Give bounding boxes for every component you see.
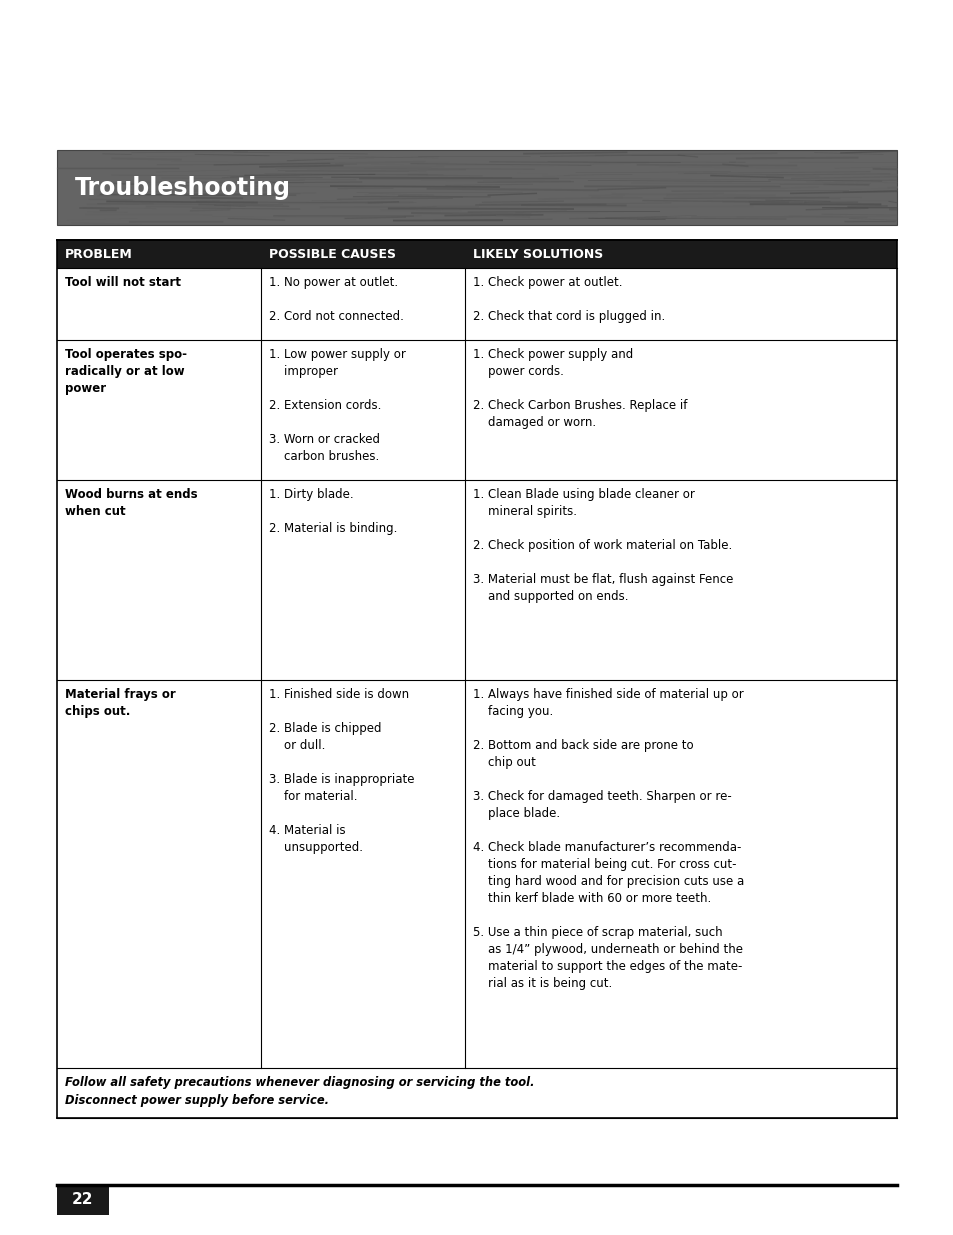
Bar [57,340,896,480]
Text: 1. Finished side is down

2. Blade is chipped
    or dull.

3. Blade is inapprop: 1. Finished side is down 2. Blade is chi… [269,688,415,853]
Text: Tool will not start: Tool will not start [65,275,181,289]
Text: PROBLEM: PROBLEM [65,247,132,261]
Text: 1. Clean Blade using blade cleaner or
    mineral spirits.

2. Check position of: 1. Clean Blade using blade cleaner or mi… [473,488,733,603]
Text: LIKELY SOLUTIONS: LIKELY SOLUTIONS [473,247,603,261]
Text: Troubleshooting: Troubleshooting [75,175,291,200]
Text: 1. Dirty blade.

2. Material is binding.: 1. Dirty blade. 2. Material is binding. [269,488,397,535]
Text: 1. Check power at outlet.

2. Check that cord is plugged in.: 1. Check power at outlet. 2. Check that … [473,275,665,324]
Text: 1. Low power supply or
    improper

2. Extension cords.

3. Worn or cracked
   : 1. Low power supply or improper 2. Exten… [269,348,406,463]
Text: Tool operates spo-
radically or at low
power: Tool operates spo- radically or at low p… [65,348,187,395]
Bar [57,480,896,680]
Text: POSSIBLE CAUSES: POSSIBLE CAUSES [269,247,395,261]
Text: 1. No power at outlet.

2. Cord not connected.: 1. No power at outlet. 2. Cord not conne… [269,275,403,324]
Text: Wood burns at ends
when cut: Wood burns at ends when cut [65,488,197,517]
Text: Material frays or
chips out.: Material frays or chips out. [65,688,175,718]
Bar [57,149,896,225]
Bar [57,268,896,340]
Text: 1. Always have finished side of material up or
    facing you.

2. Bottom and ba: 1. Always have finished side of material… [473,688,743,990]
Text: Follow all safety precautions whenever diagnosing or servicing the tool.
Disconn: Follow all safety precautions whenever d… [65,1076,534,1107]
Bar [57,1186,109,1215]
Bar [57,240,896,268]
Bar [57,680,896,1068]
Bar [57,1068,896,1118]
Text: 1. Check power supply and
    power cords.

2. Check Carbon Brushes. Replace if
: 1. Check power supply and power cords. 2… [473,348,687,429]
Text: 22: 22 [72,1193,93,1208]
